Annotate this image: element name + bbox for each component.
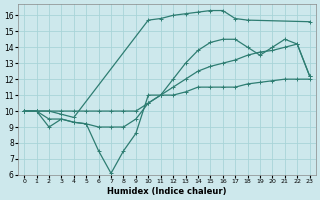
X-axis label: Humidex (Indice chaleur): Humidex (Indice chaleur)	[107, 187, 227, 196]
